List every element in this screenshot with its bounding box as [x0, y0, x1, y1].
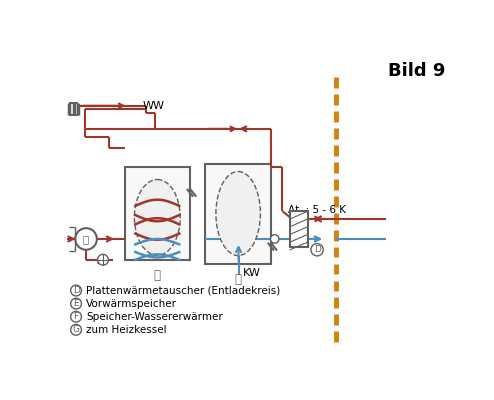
Ellipse shape — [134, 180, 180, 255]
Circle shape — [311, 244, 323, 256]
Circle shape — [71, 298, 82, 309]
Text: ⓔ: ⓔ — [235, 273, 242, 286]
Circle shape — [71, 324, 82, 335]
Text: D: D — [73, 286, 80, 295]
Circle shape — [98, 254, 108, 265]
Text: D: D — [314, 245, 321, 254]
Text: Δtₘ: 5 - 6 K: Δtₘ: 5 - 6 K — [288, 205, 346, 215]
Text: F: F — [74, 312, 79, 321]
Text: Plattenwärmetauscher (Entladekreis): Plattenwärmetauscher (Entladekreis) — [86, 286, 280, 296]
Text: zum Heizkessel: zum Heizkessel — [86, 325, 166, 335]
Text: ⓖ: ⓖ — [83, 234, 89, 244]
Text: E: E — [73, 299, 79, 308]
Text: KW: KW — [243, 268, 260, 278]
Text: ⓕ: ⓕ — [154, 269, 161, 282]
Circle shape — [71, 285, 82, 296]
Circle shape — [71, 311, 82, 322]
Text: Speicher-Wassererwärmer: Speicher-Wassererwärmer — [86, 312, 223, 322]
Bar — [290, 211, 308, 247]
Bar — [206, 164, 271, 264]
Text: Bild 9: Bild 9 — [388, 62, 446, 80]
Text: WW: WW — [143, 101, 165, 111]
Text: Vorwärmspeicher: Vorwärmspeicher — [86, 299, 177, 309]
Text: G: G — [73, 325, 80, 334]
Bar — [124, 167, 190, 260]
Circle shape — [271, 235, 279, 243]
Circle shape — [75, 228, 97, 250]
Ellipse shape — [216, 172, 260, 256]
